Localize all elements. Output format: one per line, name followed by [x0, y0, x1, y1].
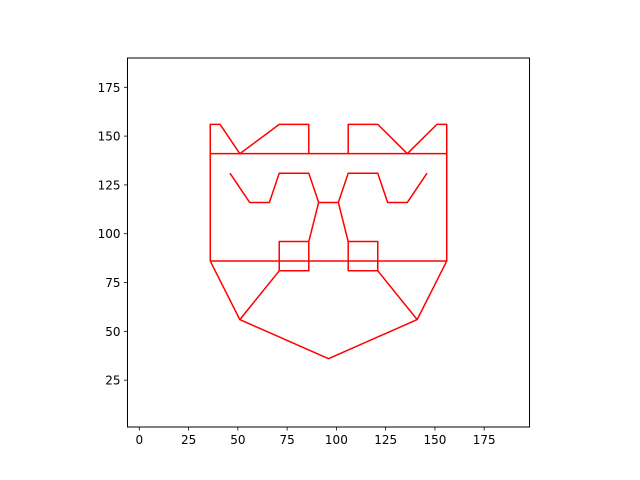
y-tick-label: 50 — [105, 325, 120, 339]
x-axis: 0 25 50 75 100 125 150 175 — [136, 427, 496, 447]
series-line-1 — [209, 260, 448, 360]
y-axis: 25 50 75 100 125 150 175 — [98, 81, 128, 388]
y-tick-label: 175 — [98, 81, 121, 95]
x-tick-label: 100 — [325, 433, 348, 447]
series-line-6 — [229, 172, 320, 204]
x-tick-label: 125 — [374, 433, 397, 447]
y-tick-label: 25 — [105, 374, 120, 388]
plot-area — [127, 57, 530, 428]
x-tick-label: 175 — [473, 433, 496, 447]
background-image — [145, 59, 512, 427]
series-line-7 — [337, 172, 428, 204]
series-line-3 — [239, 240, 310, 321]
x-tick-label: 50 — [230, 433, 245, 447]
y-tick-label: 150 — [98, 130, 121, 144]
y-tick-label: 100 — [98, 227, 121, 241]
series-group — [209, 123, 448, 360]
x-tick-label: 0 — [136, 433, 144, 447]
series-line-2 — [209, 123, 448, 262]
background-cutout — [145, 59, 512, 427]
x-tick-label: 25 — [181, 433, 196, 447]
series-line-4 — [347, 240, 418, 321]
y-tick-label: 75 — [105, 276, 120, 290]
plot-frame — [127, 57, 530, 428]
x-tick-label: 150 — [423, 433, 446, 447]
x-tick-label: 75 — [279, 433, 294, 447]
y-tick-label: 125 — [98, 178, 121, 192]
series-line-5 — [308, 201, 349, 242]
